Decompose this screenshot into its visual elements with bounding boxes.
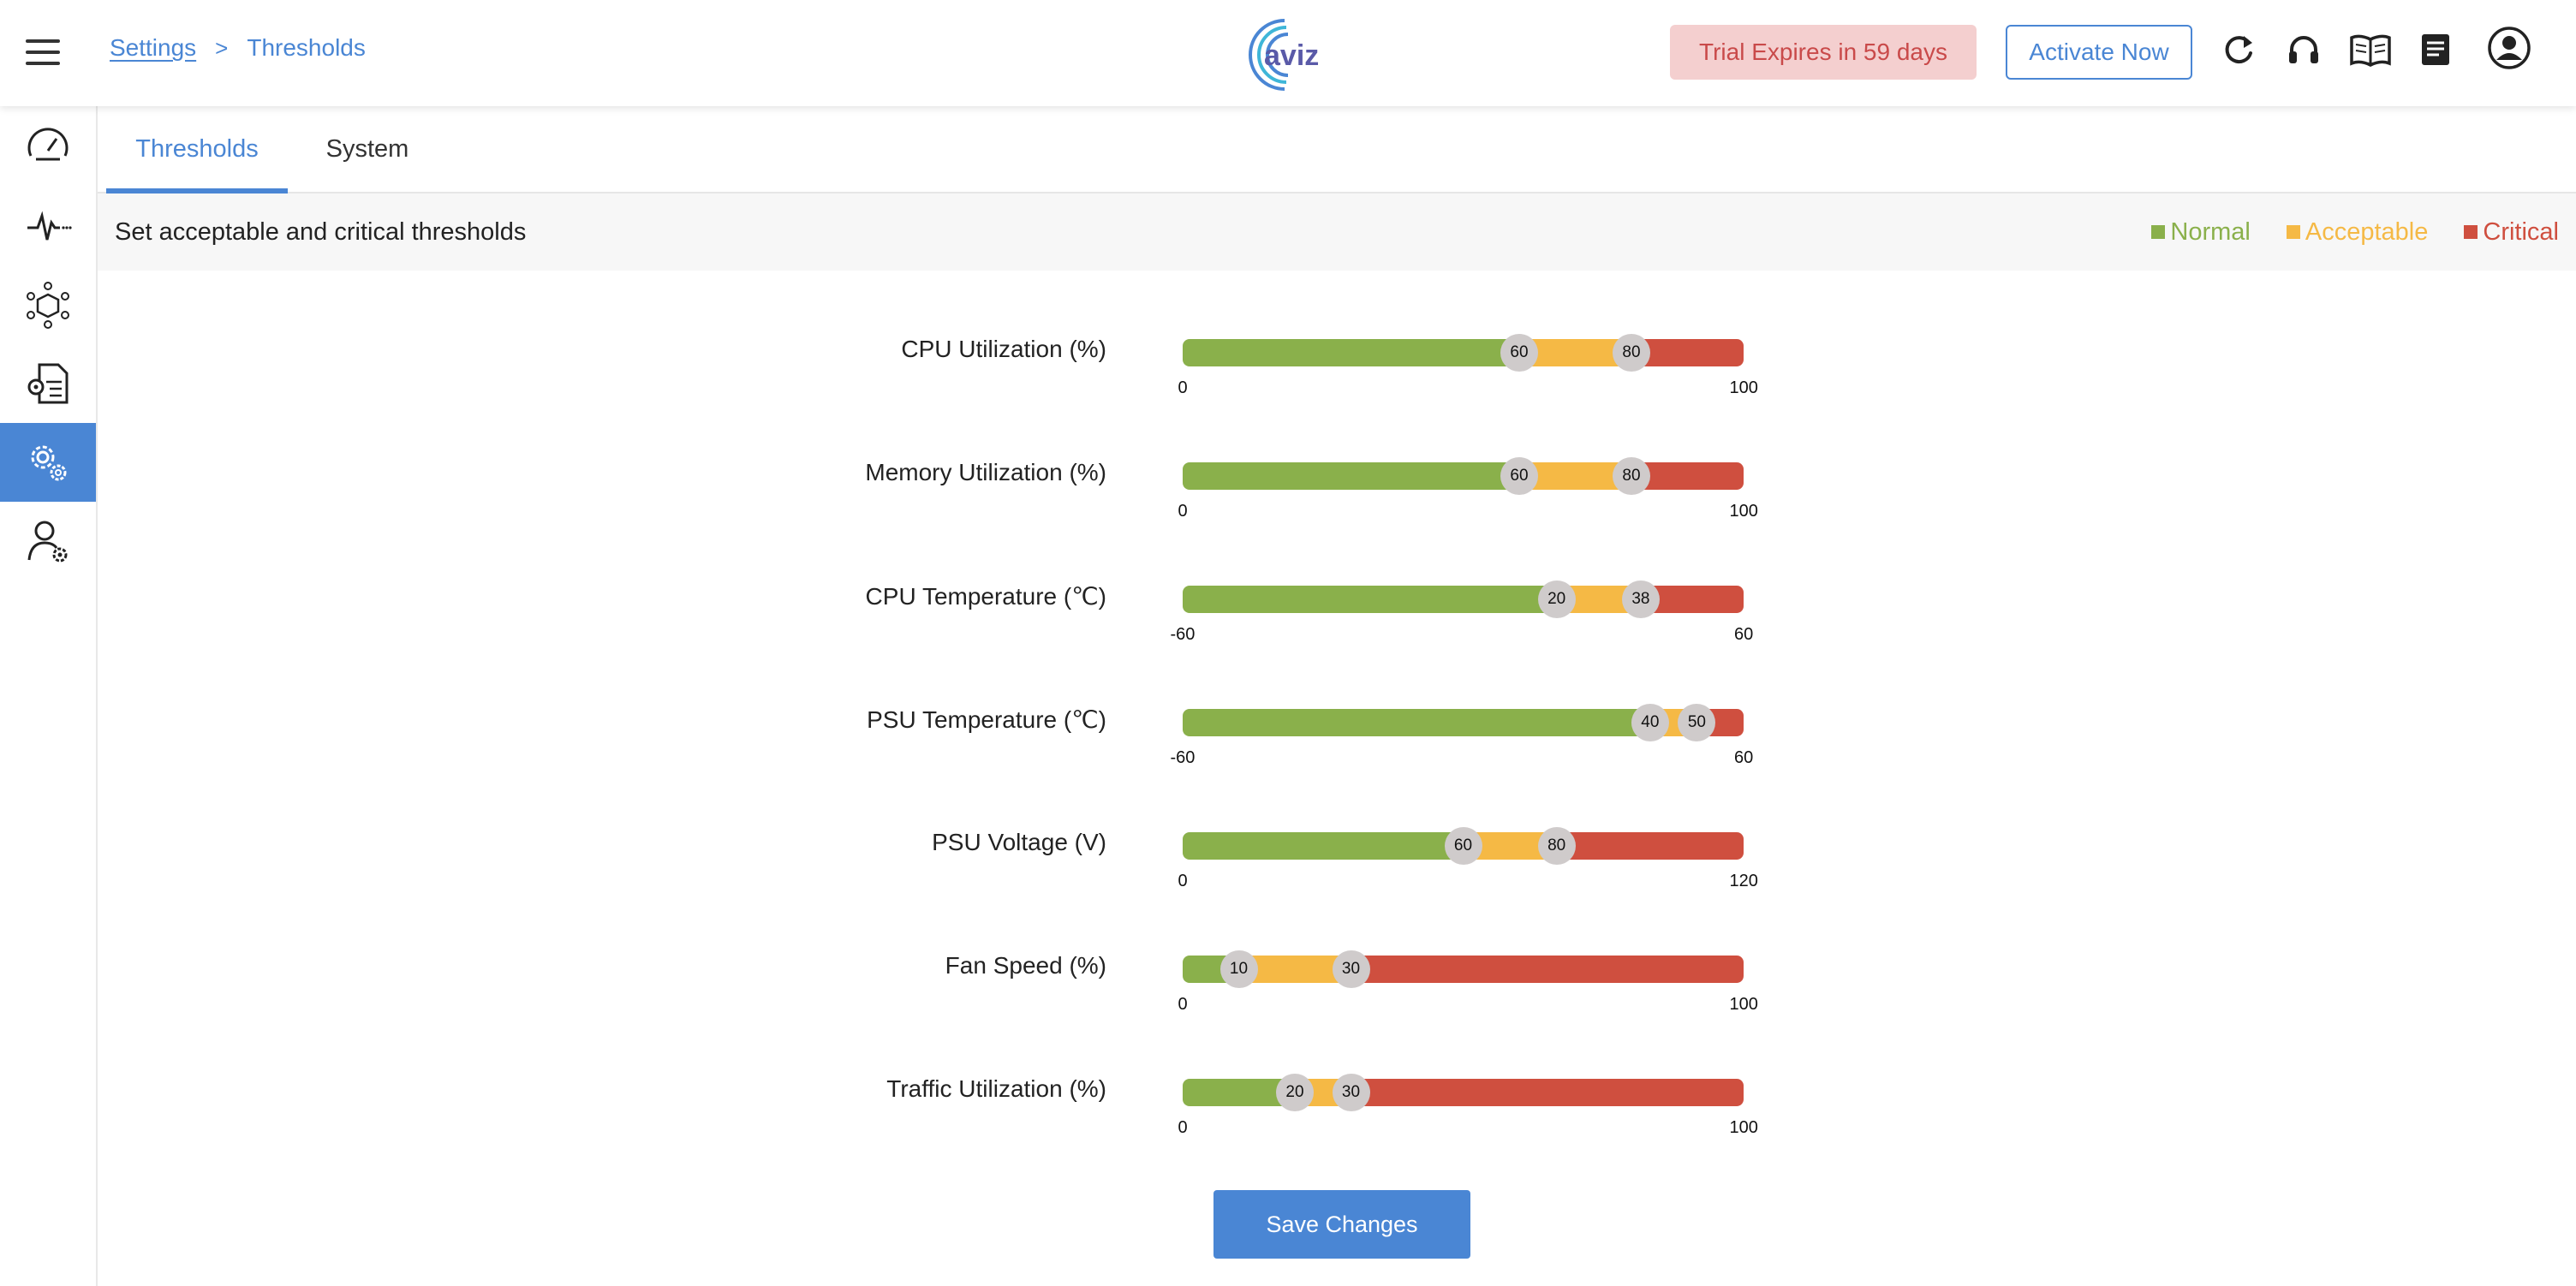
book-icon[interactable] [2348,31,2393,68]
file-settings-icon [27,363,69,404]
legend-swatch-acceptable [2286,225,2300,239]
sidebar [0,106,98,1286]
threshold-label: CPU Temperature (℃) [865,583,1106,610]
user-profile-icon[interactable] [2487,26,2531,70]
legend-label-critical: Critical [2483,217,2559,246]
legend-acceptable: Acceptable [2286,217,2429,247]
acceptable-threshold-handle[interactable]: 40 [1631,704,1669,741]
normal-range-segment [1183,462,1519,490]
threshold-row: Traffic Utilization (%) 20 30 0 100 [0,1058,2576,1144]
threshold-slider-track[interactable] [1183,709,1744,736]
pulse-icon [27,211,72,241]
range-min-label: 0 [1178,872,1188,890]
tab-thresholds[interactable]: Thresholds [106,106,288,193]
range-min-label: 0 [1178,995,1188,1014]
critical-threshold-handle[interactable]: 30 [1332,1074,1370,1111]
network-cube-icon [27,282,69,329]
user-settings-icon [27,521,68,563]
sidebar-item-dashboard[interactable] [0,106,96,185]
save-changes-button[interactable]: Save Changes [1213,1190,1470,1259]
range-min-label: -60 [1170,625,1196,644]
sidebar-item-user-settings[interactable] [0,502,96,580]
normal-range-segment [1183,709,1650,736]
critical-threshold-handle[interactable]: 30 [1332,950,1370,988]
legend-normal: Normal [2151,217,2251,247]
acceptable-threshold-handle[interactable]: 20 [1537,580,1576,618]
legend-critical: Critical [2464,218,2559,247]
range-min-label: 0 [1178,1118,1188,1137]
threshold-row: Memory Utilization (%) 60 80 0 100 [0,442,2576,527]
threshold-label: CPU Utilization (%) [901,336,1106,362]
range-min-label: 0 [1178,502,1188,521]
legend-swatch-normal [2151,225,2166,239]
critical-threshold-handle[interactable]: 80 [1613,334,1650,372]
breadcrumb: Settings > Thresholds [110,34,366,62]
normal-range-segment [1183,586,1557,613]
threshold-row: PSU Voltage (V) 60 80 0 120 [0,812,2576,897]
critical-threshold-handle[interactable]: 38 [1621,580,1660,618]
section-title: Set acceptable and critical thresholds [115,217,527,246]
menu-icon[interactable] [26,39,60,67]
threshold-label: PSU Temperature (℃) [867,706,1106,733]
breadcrumb-current: Thresholds [247,34,366,61]
threshold-row: CPU Temperature (℃) 20 38 -60 60 [0,565,2576,651]
acceptable-threshold-handle[interactable]: 60 [1500,457,1538,495]
refresh-icon[interactable] [2220,31,2257,68]
critical-range-segment [1351,956,1744,983]
range-min-label: -60 [1170,748,1196,767]
sidebar-item-settings[interactable] [0,423,96,502]
sidebar-item-network[interactable] [0,265,96,344]
trial-expiry-badge: Trial Expires in 59 days [1670,25,1977,80]
speedometer-icon [27,128,69,161]
range-max-label: 100 [1729,378,1758,397]
range-min-label: 0 [1178,378,1188,397]
threshold-row: PSU Temperature (℃) 40 50 -60 60 [0,688,2576,774]
range-max-label: 60 [1734,625,1754,644]
range-max-label: 120 [1729,872,1758,890]
acceptable-threshold-handle[interactable]: 20 [1276,1074,1314,1111]
threshold-slider-track[interactable] [1183,956,1744,983]
acceptable-threshold-handle[interactable]: 10 [1219,950,1258,988]
section-header: Set acceptable and critical thresholds N… [98,193,2576,271]
sidebar-item-config-files[interactable] [0,344,96,423]
range-max-label: 100 [1729,995,1758,1014]
breadcrumb-settings-link[interactable]: Settings [110,34,197,61]
top-header: Settings > Thresholds aviz Trial Expires… [0,0,2576,106]
critical-range-segment [1351,1079,1744,1106]
threshold-label: Memory Utilization (%) [865,459,1106,485]
threshold-slider-track[interactable] [1183,1079,1744,1106]
normal-range-segment [1183,832,1464,860]
normal-range-segment [1183,339,1519,366]
gears-icon [31,445,67,481]
acceptable-threshold-handle[interactable]: 60 [1500,334,1538,372]
threshold-row: CPU Utilization (%) 60 80 0 100 [0,319,2576,404]
critical-threshold-handle[interactable]: 80 [1537,827,1576,865]
headset-icon[interactable] [2285,31,2323,68]
legend: Normal Acceptable Critical [2115,193,2559,271]
range-max-label: 100 [1729,1118,1758,1137]
breadcrumb-separator-icon: > [215,34,229,61]
critical-threshold-handle[interactable]: 80 [1613,457,1650,495]
document-icon[interactable] [2417,31,2454,68]
logo-text: aviz [1264,39,1319,72]
threshold-label: Fan Speed (%) [945,952,1106,979]
critical-threshold-handle[interactable]: 50 [1678,704,1716,741]
sidebar-item-monitoring[interactable] [0,187,96,265]
range-max-label: 60 [1734,748,1754,767]
range-max-label: 100 [1729,502,1758,521]
acceptable-threshold-handle[interactable]: 60 [1444,827,1482,865]
threshold-row: Fan Speed (%) 10 30 0 100 [0,935,2576,1021]
aviz-logo[interactable]: aviz [1238,15,1333,92]
tab-system[interactable]: System [325,134,409,163]
threshold-label: PSU Voltage (V) [932,829,1106,855]
critical-range-segment [1556,832,1744,860]
activate-now-button[interactable]: Activate Now [2006,25,2192,80]
legend-label-acceptable: Acceptable [2305,217,2429,246]
tab-bar: Thresholds System [98,106,2576,193]
legend-swatch-critical [2464,225,2478,239]
legend-label-normal: Normal [2170,217,2251,246]
threshold-label: Traffic Utilization (%) [886,1075,1106,1102]
threshold-slider-track[interactable] [1183,462,1744,490]
threshold-slider-track[interactable] [1183,339,1744,366]
